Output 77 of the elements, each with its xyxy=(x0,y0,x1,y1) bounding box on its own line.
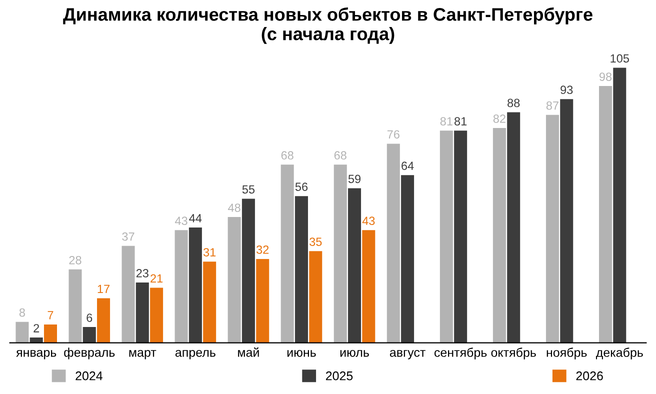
x-tick-label: март xyxy=(129,350,156,360)
bar xyxy=(97,298,110,343)
bar xyxy=(613,68,626,343)
bar xyxy=(122,246,135,343)
data-label: 68 xyxy=(334,151,346,160)
bar xyxy=(560,99,574,343)
data-label: 7 xyxy=(48,311,54,320)
bar xyxy=(454,130,468,343)
bar xyxy=(82,327,96,343)
data-label: 81 xyxy=(440,117,452,126)
data-label: 43 xyxy=(362,216,375,226)
data-label: 87 xyxy=(546,101,558,110)
bar xyxy=(136,282,149,343)
x-tick-label: апрель xyxy=(175,350,216,360)
data-label: 48 xyxy=(228,204,240,212)
data-label: 93 xyxy=(560,86,573,94)
data-label: 43 xyxy=(175,216,188,226)
data-label: 37 xyxy=(122,232,134,241)
data-label: 23 xyxy=(136,269,148,278)
x-tick-label: октябрь xyxy=(491,348,536,360)
legend-label: 2026 xyxy=(576,371,603,380)
data-label: 44 xyxy=(189,214,202,222)
data-label: 31 xyxy=(203,248,216,256)
bar xyxy=(362,230,376,343)
data-label: 105 xyxy=(610,54,629,63)
bar xyxy=(440,130,453,343)
bar xyxy=(492,128,506,343)
data-label: 55 xyxy=(242,185,255,194)
data-label: 76 xyxy=(387,130,400,139)
data-label: 32 xyxy=(256,245,269,254)
data-label: 17 xyxy=(98,284,110,294)
x-tick-label: ноябрь xyxy=(546,348,587,360)
data-label: 6 xyxy=(86,314,92,322)
bar xyxy=(256,258,270,343)
data-label: 82 xyxy=(493,114,506,123)
data-label: 88 xyxy=(508,98,520,108)
data-label: 68 xyxy=(281,151,294,160)
bar xyxy=(599,86,612,343)
legend-label: 2025 xyxy=(326,371,353,380)
legend-label: 2024 xyxy=(76,371,102,380)
bar xyxy=(309,251,322,343)
data-label: 64 xyxy=(402,162,414,170)
data-label: 21 xyxy=(150,274,163,283)
data-label: 2 xyxy=(34,324,40,332)
bar xyxy=(401,175,414,343)
data-label: 8 xyxy=(19,308,25,317)
chart-title: Динамика количества новых объектов в Санкт-Петербурге (с начала года) xyxy=(63,7,592,44)
bar xyxy=(294,196,308,343)
data-label: 81 xyxy=(454,117,467,126)
bar xyxy=(68,269,82,343)
x-tick-label: сентябрь xyxy=(434,348,487,360)
x-tick-label: февраль xyxy=(64,348,115,360)
data-label: 98 xyxy=(599,72,612,81)
x-tick-label: май xyxy=(238,347,259,357)
x-tick-label: декабрь xyxy=(596,348,643,360)
bar xyxy=(546,114,559,343)
x-tick-label: август xyxy=(390,350,426,360)
bar xyxy=(280,164,294,343)
bar xyxy=(150,288,164,343)
bar xyxy=(174,230,188,343)
data-label: 59 xyxy=(348,174,361,184)
bar xyxy=(348,188,362,343)
x-tick-label: январь xyxy=(16,350,56,360)
bar xyxy=(334,164,347,343)
bar xyxy=(386,144,400,343)
bar xyxy=(242,198,255,343)
data-label: 35 xyxy=(310,238,322,246)
bar xyxy=(16,322,29,343)
data-label: 28 xyxy=(69,256,82,264)
x-tick-label: июнь xyxy=(287,350,316,357)
bar xyxy=(228,217,241,343)
bar xyxy=(203,262,216,343)
bar xyxy=(507,112,520,343)
x-tick-label: июль xyxy=(340,350,369,357)
data-label: 56 xyxy=(295,182,308,191)
bar xyxy=(44,324,57,343)
bar xyxy=(188,228,202,343)
